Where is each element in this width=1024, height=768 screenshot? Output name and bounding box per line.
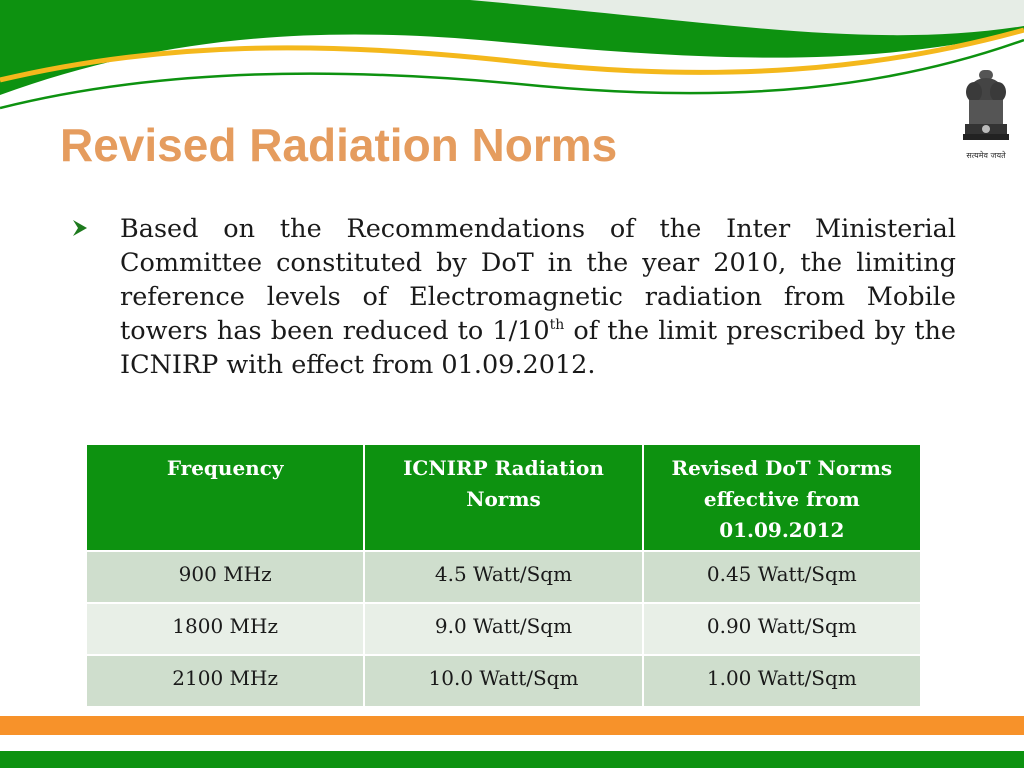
cell-icnirp: 9.0 Watt/Sqm <box>363 602 644 656</box>
cell-dot: 1.00 Watt/Sqm <box>641 654 923 708</box>
header-wave-decoration <box>0 0 1024 110</box>
bullet-superscript: th <box>549 317 565 333</box>
cell-dot: 0.45 Watt/Sqm <box>641 550 923 604</box>
cell-icnirp: 10.0 Watt/Sqm <box>363 654 644 708</box>
slide-title: Revised Radiation Norms <box>60 119 618 171</box>
cell-icnirp: 4.5 Watt/Sqm <box>363 550 644 604</box>
table-row: 2100 MHz 10.0 Watt/Sqm 1.00 Watt/Sqm <box>84 654 923 708</box>
table-row: 1800 MHz 9.0 Watt/Sqm 0.90 Watt/Sqm <box>84 602 923 656</box>
header-revised-dot-norms: Revised DoT Norms effective from 01.09.2… <box>641 443 923 552</box>
table-row: 900 MHz 4.5 Watt/Sqm 0.45 Watt/Sqm <box>84 550 923 604</box>
bullet-text-part-2: of the limit prescribed by the ICNIRP wi… <box>120 316 956 380</box>
header-frequency: Frequency <box>84 443 366 552</box>
cell-frequency: 2100 MHz <box>84 654 366 708</box>
radiation-norms-table: Frequency ICNIRP Radiation Norms Revised… <box>84 443 923 708</box>
bullet-text: Based on the Recommendations of the Inte… <box>120 212 956 382</box>
bullet-text-part-1: Based on the Recommendations of the Inte… <box>120 214 956 346</box>
emblem-caption: सत्यमेव जयते <box>966 151 1006 160</box>
arrow-bullet-icon <box>73 220 87 236</box>
footer-green-stripe <box>0 751 1024 768</box>
cell-frequency: 1800 MHz <box>84 602 366 656</box>
header-icnirp-norms: ICNIRP Radiation Norms <box>363 443 644 552</box>
table-header-row: Frequency ICNIRP Radiation Norms Revised… <box>84 443 923 552</box>
national-emblem-icon <box>955 66 1017 166</box>
footer-orange-stripe <box>0 716 1024 735</box>
cell-dot: 0.90 Watt/Sqm <box>641 602 923 656</box>
cell-frequency: 900 MHz <box>84 550 366 604</box>
